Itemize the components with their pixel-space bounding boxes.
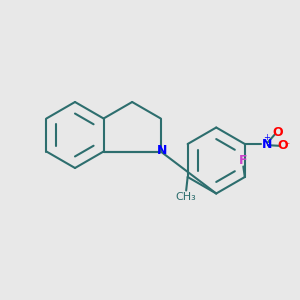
Text: N: N	[262, 137, 272, 151]
Text: O: O	[277, 139, 288, 152]
Text: ⁻: ⁻	[284, 141, 290, 152]
Text: F: F	[239, 154, 248, 167]
Text: O: O	[272, 126, 283, 139]
Text: N: N	[156, 143, 167, 157]
Text: +: +	[263, 133, 270, 142]
Text: CH₃: CH₃	[176, 191, 196, 202]
